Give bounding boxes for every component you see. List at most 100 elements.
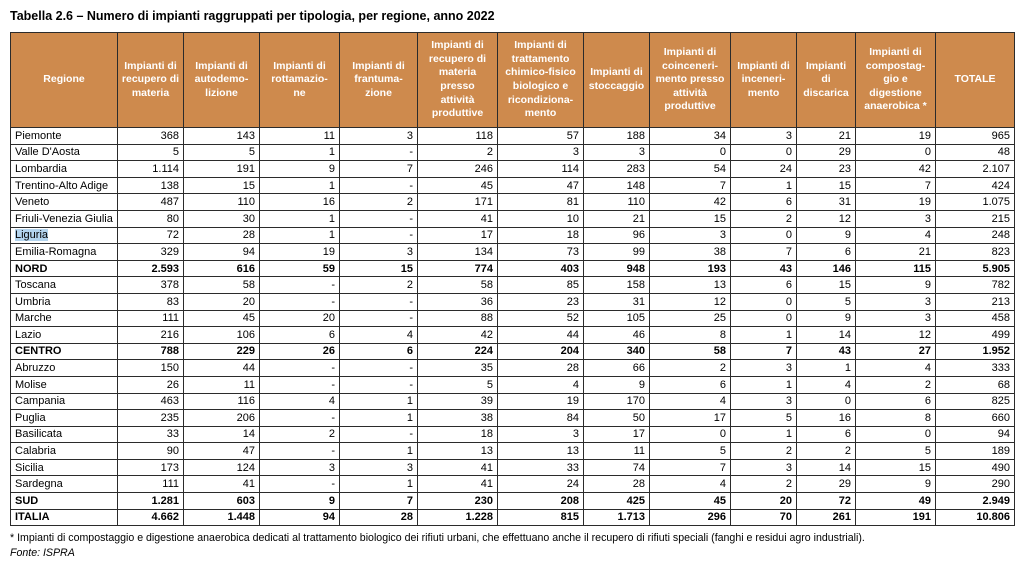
text-selection-highlight[interactable]: Liguria	[15, 229, 49, 242]
region-label: Piemonte	[15, 129, 62, 142]
table-row: Trentino-Alto Adige 138 15 1-45 47 148 7 1 15 7 42…	[10, 176, 1015, 195]
region-cell: Sardegna	[10, 475, 118, 494]
value-cell: 1	[339, 392, 418, 411]
value-cell: 84	[497, 409, 584, 427]
value-cell: 2	[259, 425, 340, 444]
value-cell: 487	[117, 193, 184, 211]
column-header: Impianti di coinceneri- mento presso att…	[649, 32, 731, 128]
value-cell: 33	[497, 458, 584, 477]
value-cell: 2	[730, 209, 797, 228]
value-cell: 1.448	[183, 508, 260, 527]
value-cell: 16	[259, 193, 340, 211]
value-cell: 14	[796, 458, 856, 477]
value-cell: 340	[583, 342, 650, 361]
value-cell: 215	[935, 209, 1015, 228]
value-cell: 5.905	[935, 259, 1015, 278]
value-cell: 2.949	[935, 492, 1015, 510]
column-header: Impianti di stoccaggio	[583, 32, 650, 128]
value-cell: 39	[417, 392, 498, 411]
value-cell: 6	[855, 392, 936, 411]
value-cell: 788	[117, 342, 184, 361]
total-row: SUD 1.281 603 9 7 230 208 425 45 20 72 49 2.949	[10, 492, 1015, 510]
region-label: ITALIA	[15, 511, 50, 524]
value-cell: 368	[117, 127, 184, 145]
value-cell: 38	[649, 243, 731, 261]
value-cell: 70	[730, 508, 797, 527]
value-cell: 5	[730, 409, 797, 427]
value-cell: 458	[935, 309, 1015, 328]
value-cell: 96	[583, 226, 650, 245]
table-row: Campania 463 116 4 1 39 19 170 4 3 0 6 825	[10, 392, 1015, 411]
value-cell: -	[339, 176, 418, 195]
value-cell: 774	[417, 259, 498, 278]
region-label: Trentino-Alto Adige	[15, 179, 109, 192]
value-cell: 15	[855, 458, 936, 477]
value-cell: 7	[730, 342, 797, 361]
value-cell: 2	[417, 143, 498, 162]
value-cell: 7	[339, 160, 418, 178]
value-cell: 74	[583, 458, 650, 477]
value-cell: 20	[730, 492, 797, 510]
value-cell: 23	[796, 160, 856, 178]
region-cell: Molise	[10, 375, 118, 394]
value-cell: 24	[497, 475, 584, 494]
value-cell: 229	[183, 342, 260, 361]
value-cell: 41	[417, 458, 498, 477]
table-row: Liguria 72 28 1-17 18 96 3 0 9 4 248	[10, 226, 1015, 245]
region-cell: Sicilia	[10, 458, 118, 477]
value-cell: -	[339, 226, 418, 245]
value-cell: 13	[649, 276, 731, 294]
value-cell: 7	[730, 243, 797, 261]
value-cell: 29	[796, 475, 856, 494]
value-cell: 13	[497, 442, 584, 460]
value-cell: 1.114	[117, 160, 184, 178]
value-cell: 21	[583, 209, 650, 228]
value-cell: 9	[259, 160, 340, 178]
value-cell: -	[339, 359, 418, 377]
region-cell: CENTRO	[10, 342, 118, 361]
value-cell: 6	[259, 326, 340, 344]
column-header: Impianti di recupero di materia	[117, 32, 184, 128]
value-cell: 191	[183, 160, 260, 178]
value-cell: 148	[583, 176, 650, 195]
value-cell: 815	[497, 508, 584, 527]
region-cell: Marche	[10, 309, 118, 328]
region-label: Veneto	[15, 196, 50, 209]
value-cell: 66	[583, 359, 650, 377]
value-cell: 0	[855, 143, 936, 162]
value-cell: 1.952	[935, 342, 1015, 361]
value-cell: 4	[855, 359, 936, 377]
value-cell: 3	[855, 309, 936, 328]
value-cell: 216	[117, 326, 184, 344]
value-cell: 18	[417, 425, 498, 444]
table-row: Abruzzo 150 44- -35 28 66 2 3 1 4 333	[10, 359, 1015, 377]
value-cell: 660	[935, 409, 1015, 427]
value-cell: 7	[855, 176, 936, 195]
value-cell: 45	[183, 309, 260, 328]
value-cell: 47	[497, 176, 584, 195]
value-cell: 85	[497, 276, 584, 294]
value-cell: 9	[583, 375, 650, 394]
table-row: Veneto 487 110 16 2 171 81 110 42 6 31 19 1.075	[10, 193, 1015, 211]
value-cell: -	[339, 292, 418, 311]
region-label: Basilicata	[15, 428, 63, 441]
value-cell: 7	[339, 492, 418, 510]
value-cell: 19	[855, 193, 936, 211]
value-cell: 106	[183, 326, 260, 344]
region-label: Umbria	[15, 295, 51, 308]
value-cell: 20	[183, 292, 260, 311]
value-cell: 3	[497, 425, 584, 444]
value-cell: 0	[730, 292, 797, 311]
value-cell: 378	[117, 276, 184, 294]
value-cell: 31	[796, 193, 856, 211]
value-cell: 261	[796, 508, 856, 527]
header-row: Regione Impianti di recupero di materia Im…	[10, 32, 1015, 128]
value-cell: 15	[183, 176, 260, 195]
value-cell: 1.075	[935, 193, 1015, 211]
value-cell: 6	[796, 425, 856, 444]
region-cell: SUD	[10, 492, 118, 510]
value-cell: 3	[649, 226, 731, 245]
table-row: Valle D'Aosta 5 5 1-2 3 3 0 0 29 0 48	[10, 143, 1015, 162]
source-note: Fonte: ISPRA	[10, 547, 75, 560]
value-cell: 1	[339, 442, 418, 460]
